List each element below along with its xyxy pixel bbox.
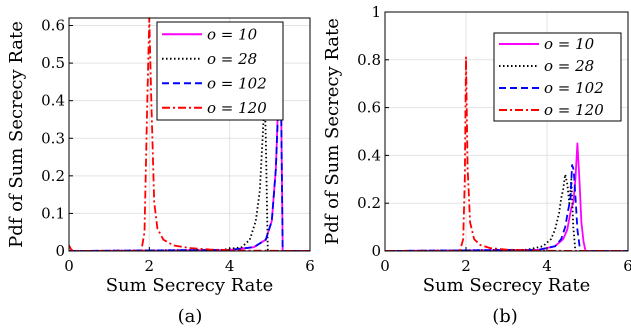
x-tick-label: 6 <box>623 257 631 275</box>
series-line-120 <box>385 56 628 251</box>
series-line-10 <box>385 142 628 251</box>
x-tick-label: 4 <box>225 257 235 275</box>
legend-label: o = 10 <box>207 25 258 43</box>
x-tick-label: 4 <box>542 257 552 275</box>
y-axis-label: Pdf of Sum Secrecy Rate <box>6 21 27 248</box>
y-tick-label: 0 <box>55 242 65 260</box>
series-line-28 <box>385 173 628 251</box>
legend: o = 10 o = 28 o = 102 o = 120 <box>493 32 622 122</box>
x-tick-label: 0 <box>380 257 390 275</box>
y-tick-label: 0.8 <box>357 51 381 69</box>
y-tick-label: 0.1 <box>41 204 65 222</box>
legend-box <box>493 32 622 122</box>
x-tick-label: 0 <box>64 257 74 275</box>
y-tick-label: 0.5 <box>41 54 65 72</box>
legend-label: o = 102 <box>544 79 604 97</box>
axes-frame <box>68 17 311 252</box>
x-tick-label: 2 <box>145 257 155 275</box>
legend-label: o = 120 <box>207 99 267 117</box>
legend-label: o = 28 <box>207 50 257 68</box>
legend-label: o = 120 <box>544 101 604 119</box>
x-tick-label: 2 <box>461 257 471 275</box>
legend-label: o = 10 <box>544 35 595 53</box>
panel-caption: (b) <box>492 306 518 327</box>
series-line-102 <box>385 164 628 251</box>
y-tick-label: 0.4 <box>41 92 65 110</box>
series-line-28 <box>69 96 310 251</box>
legend-label: o = 102 <box>207 74 267 92</box>
panel-b: 0 2 4 6 0 0.2 0.4 0.6 0.8 1 Sum Secrecy Rate Pdf of… <box>322 3 631 327</box>
legend: o = 10 o = 28 o = 102 o = 120 <box>156 21 284 121</box>
series-line-120 <box>69 17 310 251</box>
legend-box <box>156 21 284 121</box>
y-tick-label: 0.4 <box>357 146 381 164</box>
x-tick-label: 6 <box>305 257 315 275</box>
y-tick-label: 0.2 <box>357 194 381 212</box>
y-tick-label: 1 <box>371 3 381 21</box>
panel-caption: (a) <box>178 306 203 327</box>
panel-a: 0 2 4 6 0 0.1 0.2 0.3 0.4 0.5 0.6 Sum Secrecy Rate P… <box>6 17 315 327</box>
x-axis-label: Sum Secrecy Rate <box>106 275 274 296</box>
y-tick-label: 0.6 <box>357 99 381 117</box>
y-tick-label: 0 <box>371 242 381 260</box>
y-axis-label: Pdf of Sum Secrecy Rate <box>322 18 343 245</box>
y-tick-label: 0.6 <box>41 17 65 35</box>
y-tick-label: 0.2 <box>41 167 65 185</box>
series-line-102 <box>69 69 310 251</box>
y-tick-label: 0.3 <box>41 129 65 147</box>
axes-frame <box>384 11 629 252</box>
x-axis-label: Sum Secrecy Rate <box>423 275 591 296</box>
legend-label: o = 28 <box>544 57 594 75</box>
